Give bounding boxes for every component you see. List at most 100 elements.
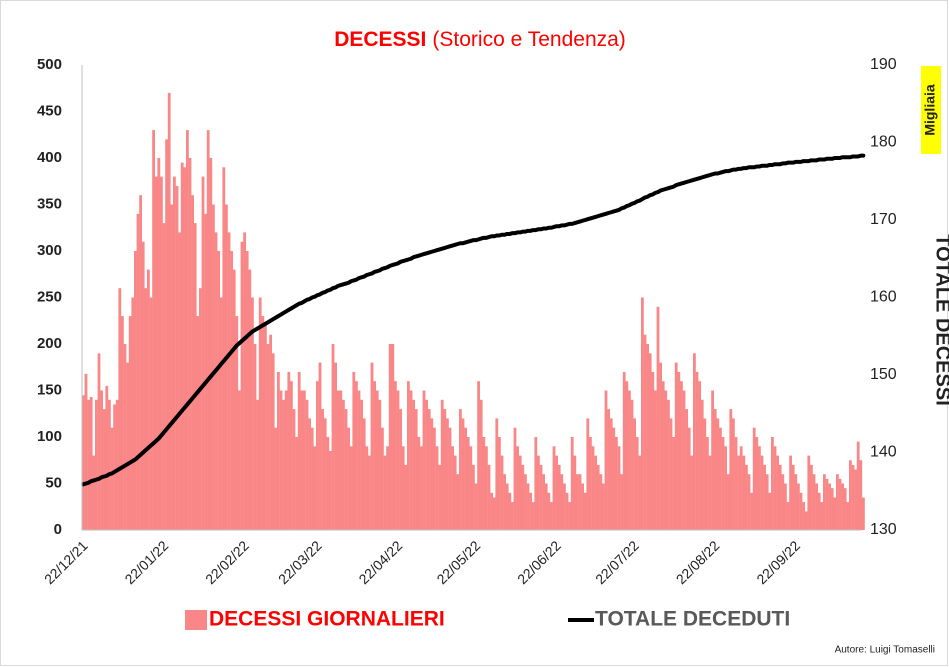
bar <box>412 399 415 530</box>
bar <box>113 404 116 530</box>
bar <box>648 353 652 530</box>
bar <box>136 213 140 531</box>
bar <box>154 176 158 530</box>
bar <box>417 437 421 530</box>
bar <box>570 437 574 530</box>
bar <box>482 437 486 530</box>
bar <box>235 316 239 530</box>
bar <box>739 446 743 530</box>
bar <box>313 446 317 530</box>
bar <box>622 371 626 530</box>
y-tick-label: 350 <box>37 195 62 212</box>
bar <box>602 483 605 530</box>
bar <box>729 409 733 530</box>
bar <box>479 399 483 530</box>
bar <box>555 455 558 530</box>
bar <box>438 464 441 530</box>
bar <box>529 492 532 530</box>
bar <box>656 306 660 530</box>
bar <box>797 483 800 530</box>
bar <box>490 492 493 530</box>
y-tick-label: 500 <box>37 56 62 73</box>
bar <box>544 483 548 530</box>
bar <box>212 204 215 530</box>
bar <box>456 474 460 530</box>
bar <box>399 409 402 530</box>
bar <box>693 353 696 530</box>
bar <box>518 455 522 530</box>
bar <box>542 474 545 530</box>
bar <box>781 474 785 530</box>
bar <box>308 418 311 530</box>
bar <box>620 474 623 530</box>
bar <box>638 455 642 530</box>
bar <box>745 464 748 530</box>
bar <box>409 390 413 530</box>
bar <box>773 446 777 530</box>
bar <box>521 464 525 530</box>
y-tick-label: 300 <box>37 242 62 259</box>
bar <box>604 390 608 530</box>
bar <box>664 390 668 530</box>
bar <box>435 446 439 530</box>
bar <box>204 213 207 531</box>
y2-tick-label: 130 <box>870 521 897 538</box>
bar <box>147 269 150 530</box>
bar <box>674 362 678 530</box>
bar <box>446 418 449 530</box>
y2-tick-label: 180 <box>870 134 897 151</box>
bar <box>427 409 431 530</box>
bar <box>802 502 805 530</box>
bar <box>84 373 88 530</box>
bar <box>196 316 200 530</box>
bar <box>347 427 350 530</box>
bar <box>102 409 106 530</box>
bar <box>817 492 821 530</box>
bar <box>578 474 582 530</box>
bar <box>563 483 566 530</box>
bar <box>131 297 135 530</box>
bar <box>776 455 779 530</box>
bar <box>407 381 410 530</box>
bar <box>828 483 831 530</box>
bar <box>669 418 673 530</box>
bar <box>443 409 447 530</box>
bar <box>126 362 129 530</box>
bar <box>108 399 111 530</box>
bar <box>92 455 96 530</box>
bar <box>763 464 766 530</box>
bar <box>365 446 369 530</box>
bar <box>209 158 213 530</box>
bar <box>305 399 309 530</box>
bar <box>152 130 155 530</box>
bar <box>752 427 756 530</box>
bar <box>352 371 356 530</box>
bar <box>765 474 769 530</box>
bar <box>589 437 592 530</box>
bar <box>833 497 837 530</box>
bar <box>227 232 231 530</box>
bar <box>786 502 790 530</box>
bar <box>758 446 761 530</box>
bar <box>524 474 527 530</box>
bar <box>836 474 839 530</box>
bar <box>240 241 244 530</box>
bar <box>303 390 306 530</box>
bar <box>560 474 564 530</box>
bar <box>641 297 644 530</box>
bar <box>651 371 655 530</box>
bar <box>477 381 480 530</box>
bar <box>326 437 330 530</box>
bar <box>838 478 842 530</box>
bar <box>799 492 803 530</box>
bar <box>812 474 816 530</box>
bar <box>539 464 543 530</box>
bar <box>630 399 634 530</box>
legend-label: DECESSI GIORNALIERI <box>209 608 445 631</box>
bar <box>724 446 727 530</box>
bar <box>552 446 556 530</box>
bar <box>300 390 304 530</box>
bar <box>422 390 426 530</box>
bar <box>461 418 465 530</box>
bar <box>310 427 314 530</box>
